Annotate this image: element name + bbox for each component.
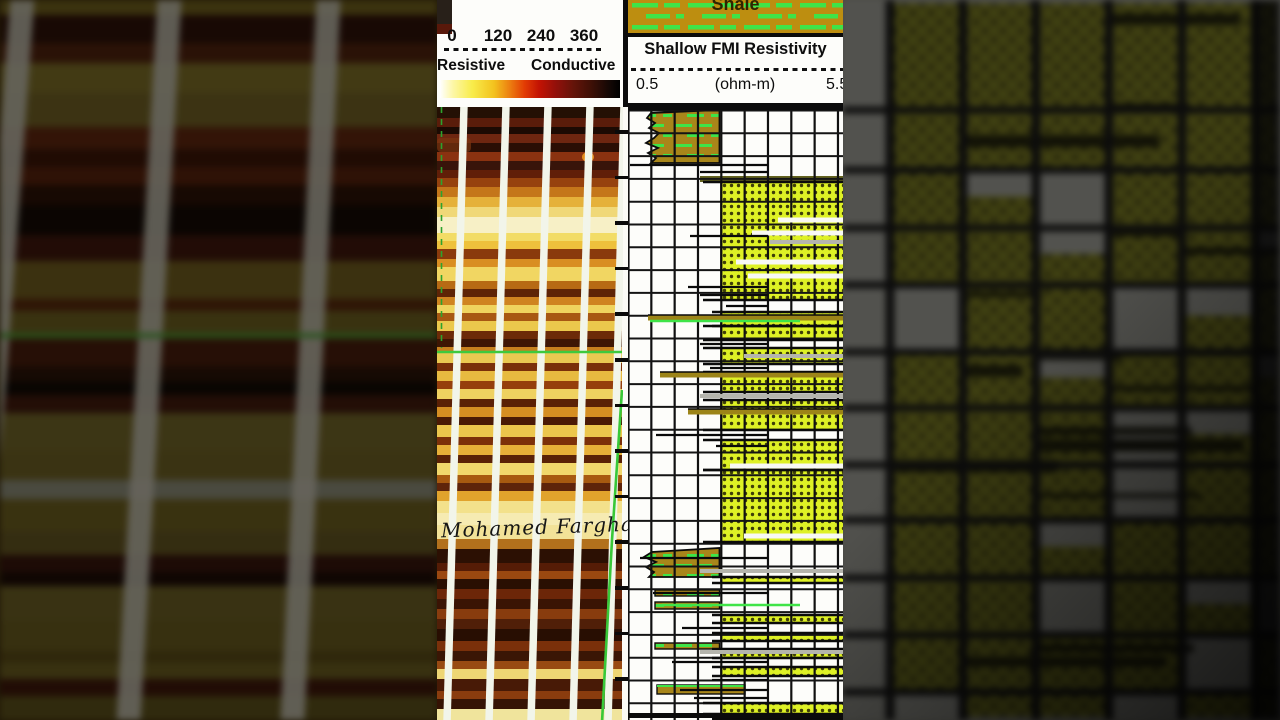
scale-min-label: 0.5 bbox=[636, 76, 659, 93]
lithology-column bbox=[628, 107, 843, 720]
fmi-track-header: 0 120 240 360 Resistive Conductive bbox=[437, 0, 624, 107]
blur-right-art bbox=[843, 0, 1280, 720]
depth-tick bbox=[615, 586, 628, 590]
azimuth-dashed-line bbox=[444, 48, 602, 51]
header-border bbox=[628, 33, 843, 37]
resistivity-title: Shallow FMI Resistivity bbox=[644, 40, 827, 58]
fmi-borehole-image bbox=[437, 107, 623, 720]
azimuth-tick-0: 0 bbox=[447, 26, 457, 45]
depth-ticks bbox=[615, 107, 628, 720]
resistivity-dashed-line bbox=[631, 68, 843, 71]
background-blur-left bbox=[0, 0, 437, 720]
resistivity-colorbar bbox=[440, 80, 620, 98]
depth-tick bbox=[615, 130, 628, 134]
resistivity-track-header: Shale Shallow FMI Resistivity 0.5 (ohm-m… bbox=[628, 0, 843, 107]
scale-unit-label: (ohm-m) bbox=[714, 76, 776, 93]
shale-header-fill bbox=[628, 0, 843, 33]
azimuth-tick-120: 120 bbox=[483, 26, 513, 45]
depth-tick bbox=[615, 494, 628, 499]
scale-max-label: 5.5 bbox=[826, 76, 843, 93]
depth-tick bbox=[615, 175, 628, 180]
depth-tick bbox=[615, 266, 628, 271]
background-blur-right bbox=[843, 0, 1280, 720]
resistivity-scale: 0.5 (ohm-m) 5.5 bbox=[628, 76, 843, 96]
track-divider bbox=[623, 0, 628, 107]
azimuth-tick-360: 360 bbox=[569, 26, 599, 45]
header-bottom-border bbox=[628, 103, 843, 107]
depth-tick bbox=[615, 631, 628, 636]
depth-tick bbox=[615, 358, 628, 362]
depth-tick bbox=[615, 221, 628, 225]
depth-tick bbox=[615, 449, 628, 453]
depth-tick bbox=[615, 677, 628, 681]
header-corner-artifact bbox=[437, 0, 452, 34]
depth-tick bbox=[615, 403, 628, 408]
depth-tick bbox=[615, 540, 628, 544]
shale-label: Shale bbox=[711, 0, 760, 14]
conductive-label: Conductive bbox=[531, 57, 616, 74]
well-log-panel: 0 120 240 360 Resistive Conductive Moham… bbox=[437, 0, 843, 720]
azimuth-scale: 0 120 240 360 bbox=[437, 26, 624, 46]
depth-tick bbox=[615, 312, 628, 316]
blur-left-art bbox=[0, 0, 437, 720]
resistive-label: Resistive bbox=[437, 57, 506, 74]
colorbar-legend: Resistive Conductive bbox=[437, 57, 624, 75]
azimuth-tick-240: 240 bbox=[526, 26, 556, 45]
